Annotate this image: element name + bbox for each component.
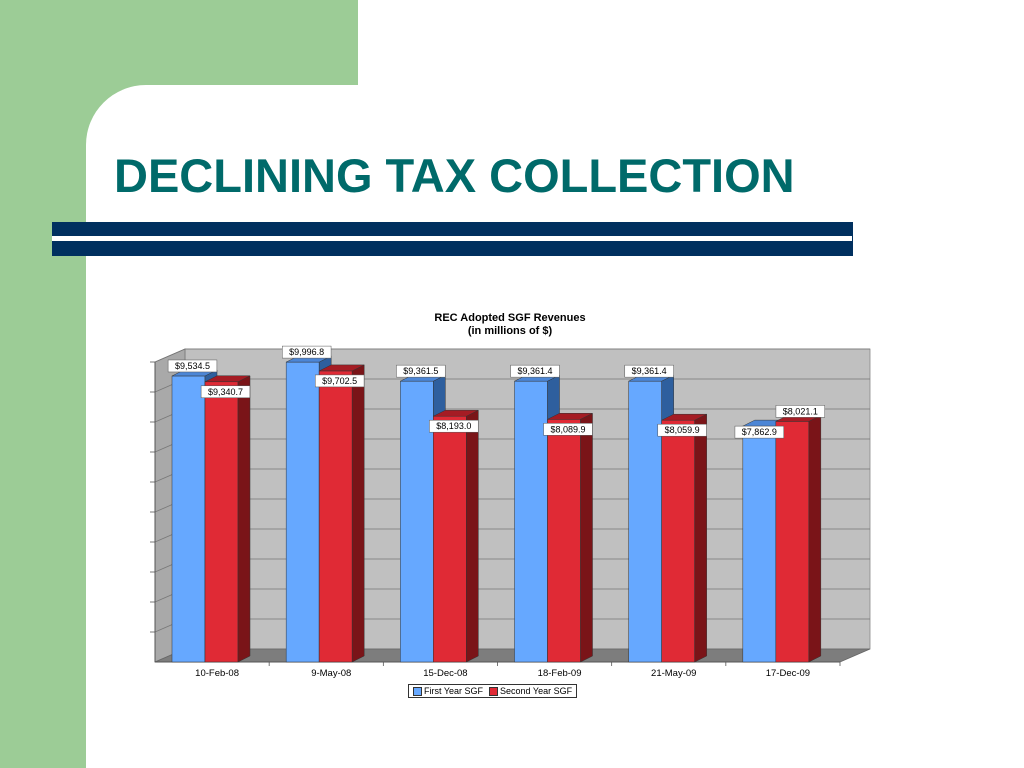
bar-second-year-top [433, 409, 479, 417]
data-label-second-year-box [429, 419, 479, 433]
x-tick-label: 21-May-09 [651, 668, 696, 679]
bar-second-year-side [580, 412, 593, 663]
data-label-first-year: $9,534.5 [175, 361, 210, 371]
data-label-first-year-box [734, 425, 784, 439]
bar-first-year [400, 380, 434, 663]
data-label-second-year-box [315, 374, 365, 388]
data-label-second-year: $8,089.9 [550, 424, 585, 434]
data-label-first-year-box [510, 364, 560, 378]
data-label-first-year-box [167, 359, 218, 373]
bar-second-year-side [466, 409, 479, 663]
data-label-second-year-box [657, 423, 707, 437]
data-label-second-year: $8,193.0 [436, 421, 471, 431]
bar-second-year [433, 415, 467, 663]
bar-first-year [742, 425, 777, 663]
bar-chart: $9,534.5 $9,340.7 10-Feb-08 $9,996.8 $9,702.… [150, 345, 871, 679]
bar-second-year [547, 419, 581, 663]
x-tick-label: 15-Dec-08 [423, 668, 467, 679]
x-tick-label: 9-May-08 [311, 668, 351, 679]
data-label-first-year: $9,361.4 [632, 366, 667, 376]
data-label-second-year: $9,340.7 [208, 387, 243, 397]
bar-second-year-side [237, 375, 251, 663]
bar-second-year-top [661, 413, 707, 421]
bar-second-year-top [204, 375, 251, 383]
data-label-first-year: $9,996.8 [289, 347, 324, 357]
data-label-second-year-box [775, 405, 825, 418]
gridline-side [154, 348, 186, 363]
green-left-strip [0, 0, 52, 768]
data-label-first-year: $9,361.4 [517, 366, 552, 376]
data-label-first-year: $7,862.9 [742, 427, 777, 437]
bar-second-year [775, 421, 810, 663]
chart-subtitle: (in millions of $) [467, 325, 553, 337]
bar-second-year [318, 370, 353, 663]
bar-second-year-side [808, 414, 822, 663]
chart-title-block: REC Adopted SGF Revenues (in millions of… [140, 312, 880, 338]
data-label-second-year: $8,021.1 [783, 406, 818, 416]
data-label-second-year: $9,702.5 [322, 376, 357, 386]
bar-first-year [285, 361, 320, 663]
title-underline-gap [52, 236, 852, 241]
bar-second-year-side [694, 413, 707, 663]
legend-item-second-year: Second Year SGF [489, 686, 572, 696]
legend-item-first-year: First Year SGF [413, 686, 483, 696]
bar-second-year-top [319, 364, 365, 372]
data-label-first-year: $9,361.5 [403, 366, 438, 376]
slide-title: DECLINING TAX COLLECTION [114, 149, 795, 202]
x-tick-label: 10-Feb-08 [195, 668, 239, 679]
chart-legend: First Year SGF Second Year SGF [408, 684, 578, 698]
data-label-second-year-box [200, 385, 251, 399]
bar-second-year-side [351, 364, 365, 663]
legend-label-first-year: First Year SGF [424, 686, 484, 696]
x-tick-label: 17-Dec-09 [766, 668, 810, 679]
data-label-first-year-box [282, 345, 332, 359]
x-tick-label: 18-Feb-09 [538, 668, 582, 679]
bar-first-year [171, 375, 206, 663]
bar-second-year [204, 381, 239, 663]
bar-first-year [628, 380, 662, 663]
chart-title: REC Adopted SGF Revenues [434, 312, 586, 324]
legend-label-second-year: Second Year SGF [500, 686, 573, 696]
legend-swatch-first-year [413, 686, 422, 696]
chart-container: REC Adopted SGF Revenues (in millions of… [140, 300, 880, 710]
data-label-first-year-box [396, 364, 446, 378]
data-label-second-year: $8,059.9 [665, 425, 700, 435]
legend-swatch-second-year [489, 686, 499, 696]
bar-second-year-top [547, 413, 593, 420]
data-label-second-year-box [543, 423, 593, 436]
bar-second-year [661, 419, 695, 663]
bar-first-year [514, 380, 548, 663]
data-label-first-year-box [624, 364, 674, 378]
